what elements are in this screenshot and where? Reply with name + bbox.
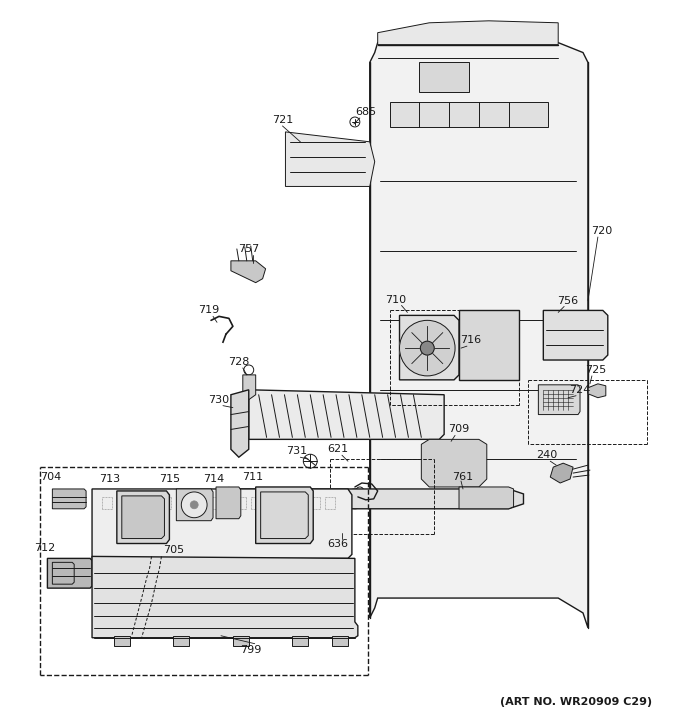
Polygon shape: [249, 390, 444, 439]
Polygon shape: [48, 558, 92, 588]
Polygon shape: [543, 311, 608, 360]
Polygon shape: [286, 132, 375, 187]
Polygon shape: [92, 489, 352, 558]
Polygon shape: [176, 489, 213, 521]
Circle shape: [400, 320, 455, 376]
Circle shape: [182, 492, 207, 518]
Text: 240: 240: [536, 450, 557, 460]
Text: 713: 713: [99, 474, 120, 484]
Text: 714: 714: [203, 474, 224, 484]
Polygon shape: [292, 636, 308, 646]
Polygon shape: [370, 43, 588, 628]
Text: 725: 725: [585, 365, 607, 375]
Polygon shape: [332, 636, 348, 646]
Circle shape: [461, 453, 473, 465]
Polygon shape: [122, 496, 165, 539]
Polygon shape: [550, 463, 573, 483]
Polygon shape: [231, 390, 249, 458]
Circle shape: [420, 341, 435, 355]
Text: 710: 710: [385, 295, 406, 305]
Polygon shape: [243, 375, 256, 400]
Text: 728: 728: [228, 357, 250, 367]
Polygon shape: [420, 62, 469, 92]
Text: 685: 685: [355, 107, 376, 117]
Polygon shape: [377, 21, 558, 45]
Text: 709: 709: [448, 424, 470, 434]
Polygon shape: [52, 489, 86, 509]
Text: 711: 711: [242, 472, 263, 482]
Text: 712: 712: [34, 544, 55, 553]
Polygon shape: [256, 487, 313, 544]
Text: 731: 731: [286, 446, 307, 456]
Text: 799: 799: [240, 644, 261, 654]
Text: 621: 621: [328, 445, 349, 454]
Text: 704: 704: [39, 472, 61, 482]
Text: 719: 719: [199, 306, 220, 316]
Text: 756: 756: [558, 295, 579, 306]
Text: 720: 720: [591, 226, 613, 236]
Polygon shape: [92, 557, 358, 638]
Text: 724: 724: [569, 384, 591, 395]
Polygon shape: [117, 491, 169, 544]
Text: 636: 636: [328, 539, 349, 549]
Polygon shape: [459, 311, 519, 380]
Circle shape: [190, 501, 198, 509]
Text: 757: 757: [238, 244, 259, 254]
Polygon shape: [229, 487, 524, 509]
Polygon shape: [216, 487, 241, 518]
Text: 730: 730: [209, 395, 230, 405]
Polygon shape: [422, 439, 487, 487]
Polygon shape: [231, 261, 266, 282]
Text: 715: 715: [159, 474, 180, 484]
Text: 705: 705: [163, 545, 184, 555]
Polygon shape: [390, 102, 548, 127]
Text: 721: 721: [272, 115, 293, 125]
Circle shape: [345, 489, 364, 509]
Text: 716: 716: [460, 335, 481, 345]
Polygon shape: [233, 636, 249, 646]
Text: (ART NO. WR20909 C29): (ART NO. WR20909 C29): [500, 697, 652, 707]
Polygon shape: [173, 636, 189, 646]
Circle shape: [438, 453, 450, 465]
Polygon shape: [588, 384, 606, 397]
Polygon shape: [400, 316, 459, 380]
Polygon shape: [459, 487, 513, 509]
Polygon shape: [114, 636, 130, 646]
Text: 761: 761: [452, 472, 473, 482]
Polygon shape: [539, 385, 580, 415]
